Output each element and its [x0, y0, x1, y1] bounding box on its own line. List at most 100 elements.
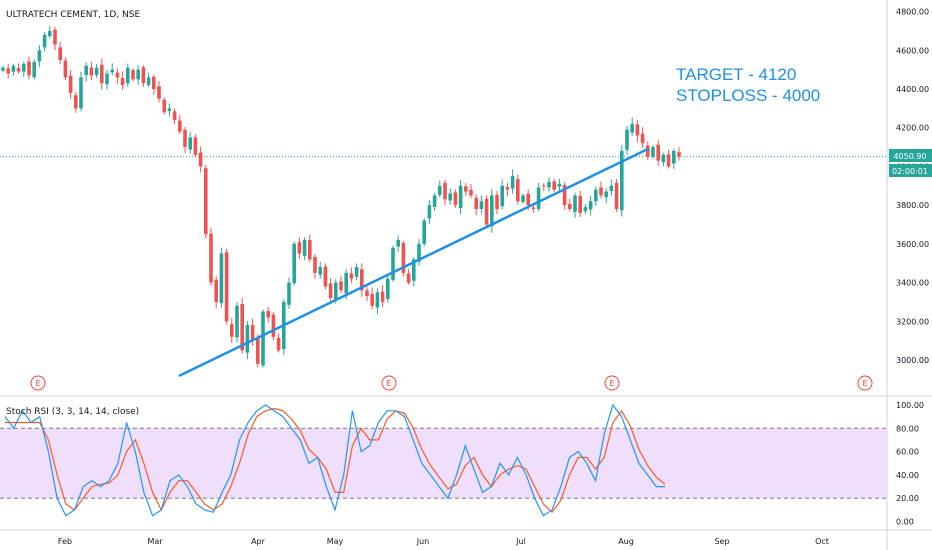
candle-body [542, 185, 546, 187]
earnings-marker[interactable] [604, 375, 620, 391]
candle-body [68, 75, 73, 93]
countdown-badge [889, 164, 932, 177]
candle-body [479, 201, 484, 210]
candle-body [245, 325, 250, 353]
earnings-marker[interactable] [30, 375, 46, 391]
candle-body [204, 168, 208, 235]
candle-body [360, 269, 364, 291]
candle-body [510, 176, 515, 189]
candle-body [672, 150, 676, 164]
candle-body [386, 278, 390, 300]
earnings-marker[interactable] [381, 375, 397, 391]
candle-body [287, 282, 291, 305]
candle-body [349, 273, 354, 279]
candle-body [193, 137, 198, 155]
candle-body [640, 133, 645, 144]
candle-body [339, 281, 343, 291]
candle-body [370, 293, 374, 306]
time-tick-label: Apr [251, 537, 266, 546]
stoch-tick-label: 20.00 [896, 494, 919, 503]
time-axis[interactable]: Feb Mar Apr May Jun Jul Aug Sep Oct [58, 537, 829, 546]
candle-body [432, 195, 437, 207]
candle-body [526, 193, 530, 206]
candle-body [464, 186, 468, 192]
stoch-overbought-oversold-band [0, 428, 887, 499]
candle-body [490, 195, 494, 227]
price-axis[interactable]: 3000.003200.003400.003600.003800.004000.… [896, 8, 929, 365]
candle-body [48, 30, 52, 36]
candle-body [500, 185, 504, 207]
candle-body [484, 198, 489, 225]
price-tick-label: 4400.00 [896, 85, 929, 94]
candle-body [625, 129, 629, 150]
candle-body [406, 273, 411, 283]
candle-body [266, 311, 270, 318]
candle-body [261, 311, 265, 366]
candle-body [32, 61, 36, 78]
candle-body [469, 189, 473, 196]
earnings-marker[interactable] [857, 375, 873, 391]
candle-body [1, 67, 5, 71]
candle-body [620, 150, 624, 211]
candle-body [224, 252, 229, 322]
candle-body [27, 61, 31, 76]
candle-body [495, 194, 499, 210]
stoch-k-line [4, 403, 665, 517]
candle-body [162, 99, 166, 113]
candle-body [188, 137, 192, 150]
candle-body [448, 193, 452, 201]
candle-body [136, 69, 140, 80]
price-tick-label: 4600.00 [896, 46, 929, 55]
candle-body [443, 182, 447, 200]
candle-body [536, 187, 541, 210]
candle-body [42, 34, 47, 48]
earnings-marker-label: E [386, 379, 391, 388]
countdown-label: 02:00:01 [892, 167, 928, 176]
candle-body [656, 144, 660, 161]
price-tick-label: 3800.00 [896, 201, 929, 210]
earnings-marker-label: E [35, 379, 40, 388]
candle-body [427, 205, 432, 219]
candle-body [599, 187, 603, 196]
earnings-marker-label: E [609, 379, 614, 388]
indicator-title: Stoch RSI (3, 3, 14, 14, close) [6, 407, 139, 417]
candle-body [183, 129, 187, 148]
last-price-badge [889, 149, 932, 162]
stoch-tick-label: 60.00 [896, 448, 919, 457]
candle-body [412, 259, 416, 281]
candle-body [297, 242, 302, 254]
candle-body [568, 203, 572, 210]
stoch-axis[interactable]: 0.00 20.00 40.00 60.00 80.00 100.00 [896, 401, 924, 527]
candle-body [380, 291, 385, 302]
candle-body [375, 292, 380, 308]
time-tick-label: Mar [147, 537, 163, 546]
candle-body [172, 111, 177, 120]
candle-body [614, 182, 619, 210]
last-price-label: 4050.90 [893, 152, 926, 161]
time-tick-label: Jun [416, 537, 430, 546]
trendline[interactable] [178, 147, 650, 377]
candle-body [84, 65, 88, 76]
chart-title: ULTRATECH CEMENT, 1D, NSE [6, 10, 141, 20]
candle-body [302, 239, 307, 256]
candle-body [115, 72, 120, 78]
stoch-d-line [5, 407, 666, 514]
candle-body [328, 283, 333, 299]
candle-body [94, 67, 99, 75]
candle-body [276, 337, 281, 351]
candle-body [422, 220, 426, 244]
candle-body [126, 67, 130, 84]
stoploss-annotation[interactable]: STOPLOSS - 4000 [676, 86, 820, 105]
price-tick-label: 3400.00 [896, 279, 929, 288]
candle-body [354, 267, 359, 277]
target-annotation[interactable]: TARGET - 4120 [676, 65, 796, 84]
candle-body [105, 73, 109, 85]
candle-body [391, 247, 395, 280]
candle-body [521, 195, 525, 202]
time-tick-label: Aug [618, 537, 634, 546]
candle-body [594, 189, 598, 202]
stoch-tick-label: 80.00 [896, 424, 919, 433]
candle-body [630, 123, 634, 133]
candle-body [214, 279, 218, 302]
